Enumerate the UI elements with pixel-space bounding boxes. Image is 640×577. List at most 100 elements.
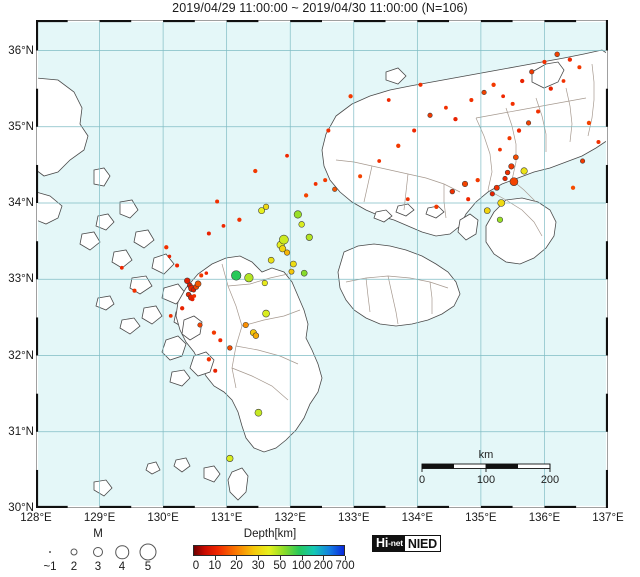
longitude-tick-label: 133°E: [338, 512, 370, 524]
depth-legend-label: 50: [273, 560, 287, 572]
depth-legend-label: 20: [230, 560, 243, 572]
scale-bar: km 0 100 200: [419, 449, 559, 486]
earthquake-marker: [119, 265, 124, 270]
earthquake-marker: [206, 357, 212, 362]
latitude-tick-label: 33°N: [8, 273, 34, 286]
magnitude-symbol: [70, 548, 78, 556]
earthquake-marker: [536, 109, 541, 114]
earthquake-marker: [279, 234, 289, 245]
depth-legend-label: 10: [208, 560, 222, 572]
earthquake-marker: [237, 217, 242, 222]
earthquake-marker: [461, 180, 469, 187]
hinet-nied-logo: Hi -net NIED: [372, 535, 441, 552]
latitude-tick-label: 30°N: [8, 502, 34, 514]
earthquake-marker: [211, 330, 217, 335]
earthquake-marker: [444, 105, 448, 110]
earthquake-marker: [298, 221, 305, 228]
earthquake-marker: [167, 254, 172, 259]
earthquake-marker: [548, 86, 553, 91]
logo-net-text: -net: [388, 538, 403, 549]
depth-tick: [236, 556, 238, 560]
logo-hi-text: Hi: [376, 536, 389, 551]
earthquake-marker: [386, 98, 391, 102]
earthquake-marker: [520, 167, 528, 175]
earthquake-marker: [489, 191, 495, 197]
magnitude-symbol: [93, 547, 103, 557]
earthquake-marker: [491, 82, 496, 87]
earthquake-marker: [504, 169, 511, 176]
earthquake-marker: [192, 294, 197, 298]
landmass-layer: [36, 49, 608, 501]
earthquake-marker: [510, 101, 515, 106]
earthquake-marker: [520, 78, 525, 84]
earthquake-marker: [323, 178, 328, 183]
earthquake-marker: [396, 143, 401, 148]
earthquake-marker: [502, 176, 508, 182]
earthquake-marker: [542, 59, 547, 64]
earthquake-marker: [215, 199, 220, 204]
magnitude-symbol: [115, 545, 129, 559]
depth-tick: [301, 556, 303, 560]
earthquake-marker: [332, 186, 338, 192]
earthquake-marker: [469, 98, 474, 103]
earthquake-marker: [554, 51, 560, 57]
earthquake-marker: [242, 321, 249, 329]
earthquake-marker: [218, 338, 223, 343]
earthquake-marker: [267, 256, 275, 264]
earthquake-marker: [290, 260, 297, 268]
earthquake-marker: [175, 263, 180, 268]
longitude-tick-label: 137°E: [592, 512, 624, 524]
longitude-tick-label: 132°E: [274, 512, 306, 524]
earthquake-marker: [508, 163, 515, 170]
latitude-tick-label: 35°N: [8, 120, 34, 133]
depth-colorbar: [193, 545, 345, 556]
depth-legend-label: 200: [313, 560, 333, 572]
latitude-tick-label: 31°N: [8, 425, 34, 438]
earthquake-marker: [180, 306, 185, 311]
earthquake-marker: [493, 184, 500, 191]
earthquake-marker: [466, 197, 471, 202]
depth-legend-label: 30: [251, 560, 265, 572]
depth-tick: [258, 556, 260, 560]
magnitude-legend-label: 4: [118, 561, 126, 573]
earthquake-marker: [348, 94, 353, 99]
earthquake-marker: [526, 120, 532, 126]
depth-legend-label: 0: [192, 560, 200, 572]
earthquake-marker: [261, 280, 268, 287]
longitude-tick-label: 129°E: [83, 512, 116, 524]
magnitude-legend-label: 2: [70, 561, 78, 573]
longitude-tick-label: 134°E: [401, 512, 434, 524]
earthquake-marker: [483, 207, 491, 214]
latitude-tick-label: 34°N: [8, 197, 34, 209]
earthquake-marker: [509, 177, 519, 186]
earthquake-marker: [199, 273, 204, 278]
earthquake-marker: [231, 270, 242, 281]
earthquake-marker: [252, 332, 260, 339]
earthquake-marker: [258, 207, 266, 215]
depth-tick: [323, 556, 325, 560]
earthquake-marker: [263, 203, 270, 210]
longitude-tick-label: 135°E: [465, 512, 497, 524]
scale-bar-tick-label: 200: [541, 474, 559, 486]
earthquake-marker: [586, 120, 592, 126]
scale-bar-tick-label: 100: [477, 474, 495, 486]
latitude-tick-label: 32°N: [8, 349, 34, 362]
earthquake-marker: [279, 245, 287, 253]
earthquake-marker: [561, 79, 566, 83]
prefecture-boundary-layer: [221, 63, 595, 401]
earthquake-marker: [497, 199, 506, 207]
earthquake-marker: [254, 408, 263, 417]
seismicity-map[interactable]: km 0 100 200: [36, 20, 608, 508]
earthquake-marker: [313, 182, 318, 186]
earthquake-marker: [567, 57, 573, 62]
earthquake-marker: [244, 273, 254, 283]
earthquake-marker: [529, 69, 535, 75]
earthquake-marker: [481, 89, 487, 95]
depth-legend-label: 700: [335, 560, 355, 572]
nied-logo-text: NIED: [404, 536, 440, 551]
earthquake-marker: [570, 185, 576, 190]
earthquake-marker: [184, 277, 191, 284]
magnitude-symbol: [139, 543, 157, 561]
longitude-tick-label: 130°E: [147, 512, 179, 524]
earthquake-marker: [434, 204, 439, 209]
